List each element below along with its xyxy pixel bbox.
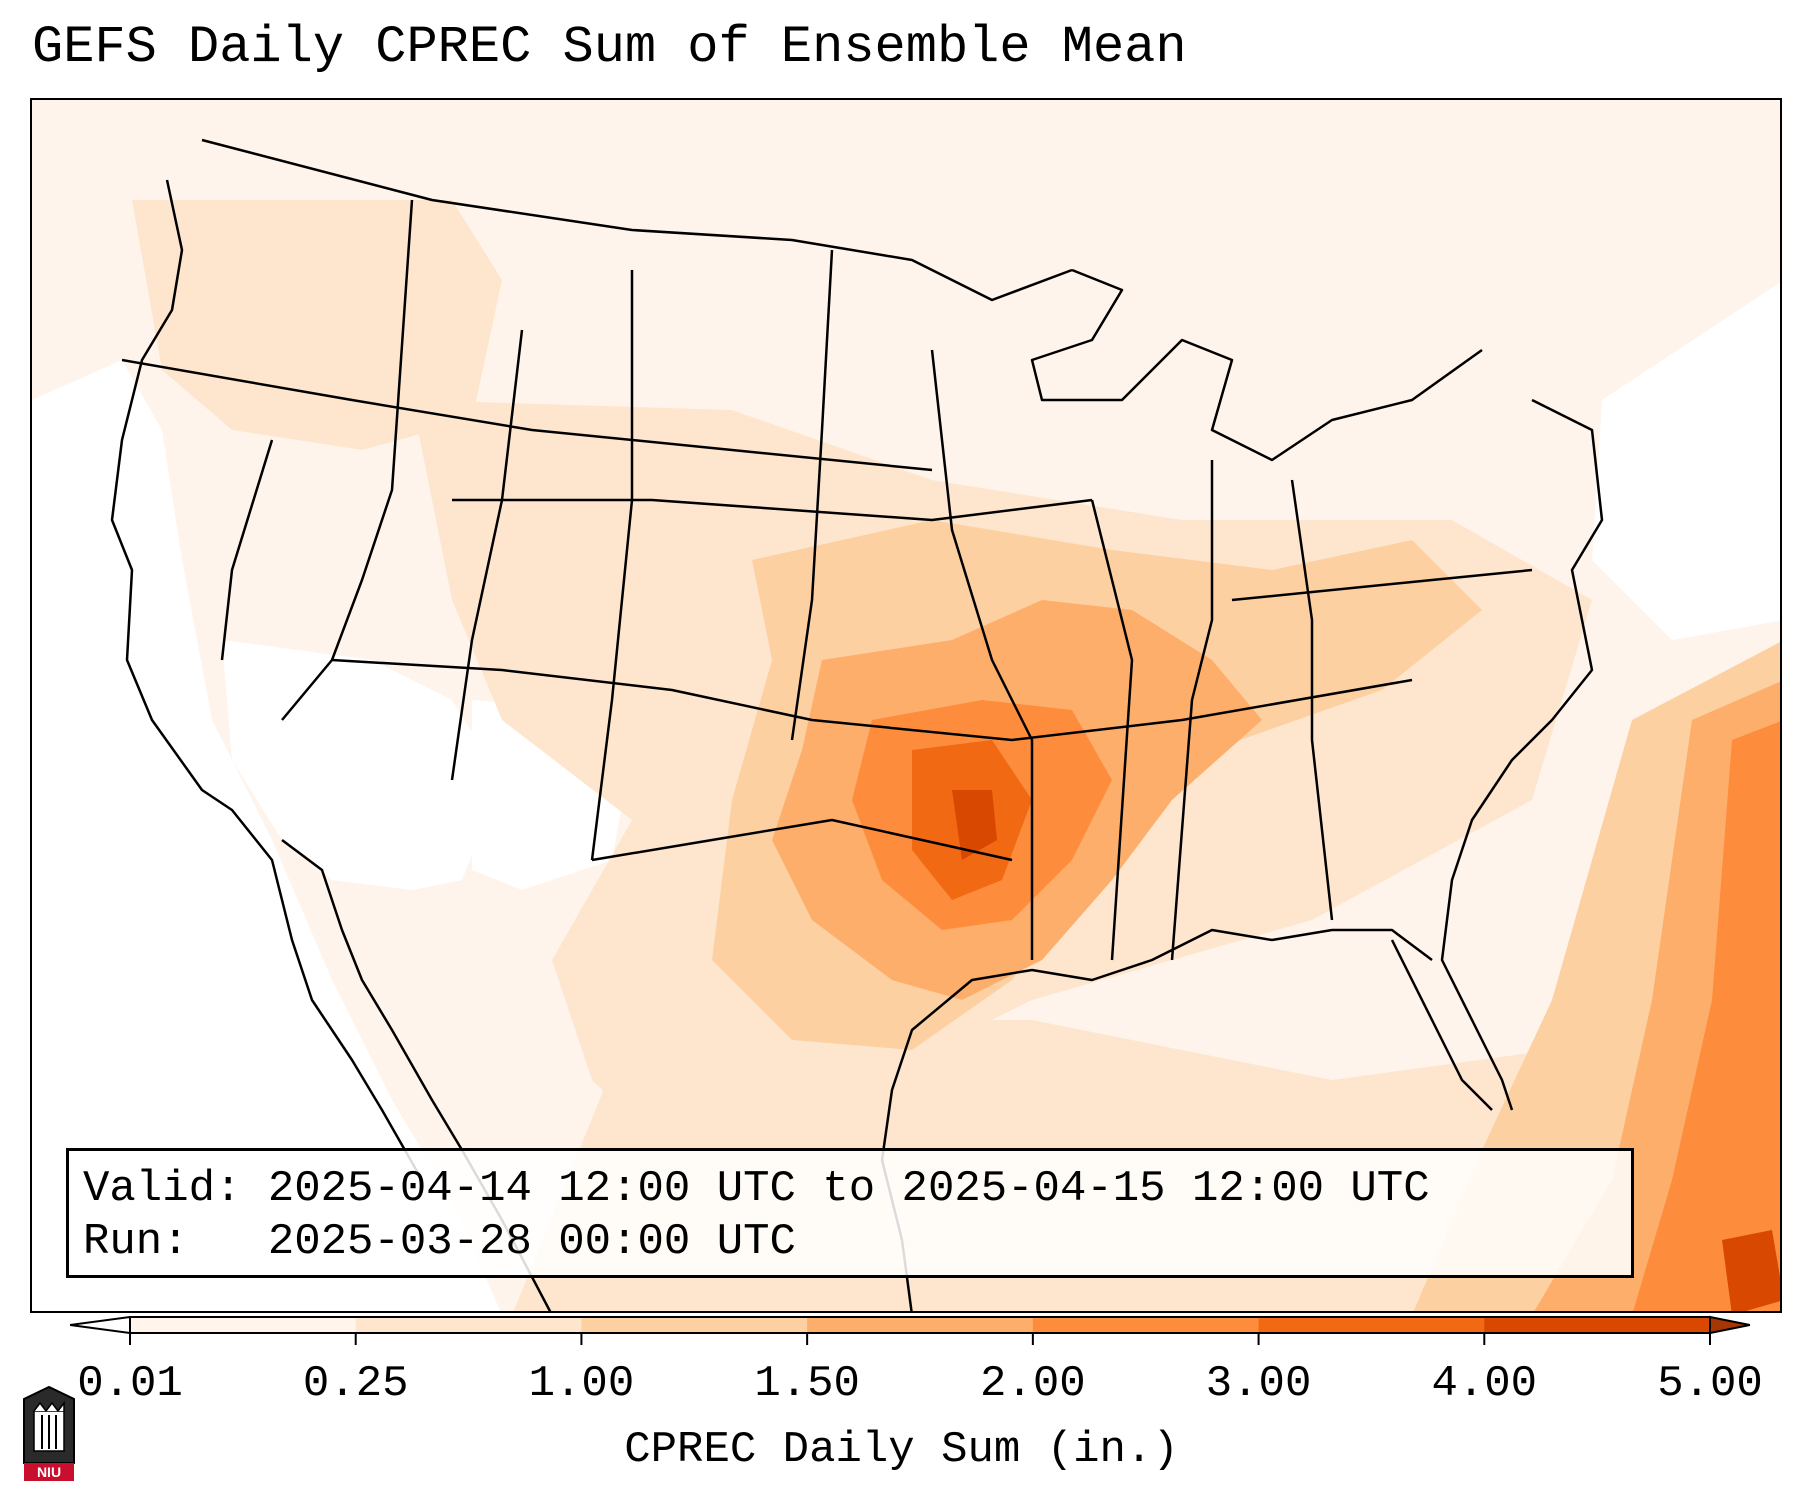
colorbar-outline	[129, 1316, 1711, 1334]
canada-us-border	[201, 138, 1073, 302]
state-line-7	[930, 349, 1034, 960]
colorbar-under-triangle	[70, 1315, 131, 1335]
florida-coast	[1390, 939, 1493, 1111]
map-title: GEFS Daily CPREC Sum of Ensemble Mean	[32, 18, 1187, 77]
colorbar-bin	[355, 1317, 582, 1333]
colorbar-bin	[807, 1317, 1034, 1333]
state-line-11	[1090, 499, 1134, 961]
colorbar-bin	[1484, 1317, 1711, 1333]
colorbar-bin	[1032, 1317, 1260, 1333]
east-coastline	[1440, 398, 1604, 1111]
precip-dark-atlantic	[1633, 721, 1780, 1311]
valid-time-text: Valid: 2025-04-14 12:00 UTC to 2025-04-1…	[83, 1164, 1430, 1214]
colorbar-bin	[1258, 1317, 1485, 1333]
state-line-6	[790, 249, 834, 741]
state-line-14	[1231, 568, 1533, 602]
colorbar-tick-label: 0.01	[77, 1359, 183, 1409]
state-line-5	[590, 270, 634, 861]
no-precip-southwest	[222, 640, 502, 890]
precipitation-map[interactable]	[30, 98, 1782, 1313]
colorbar-tick-label: 5.00	[1657, 1359, 1763, 1409]
precip-darkest-caribbean	[1722, 1230, 1780, 1311]
colorbar-bin	[581, 1317, 808, 1333]
state-line-1	[281, 199, 414, 721]
colorbar-tick-label: 0.25	[302, 1359, 409, 1409]
valid-run-info-box: Valid: 2025-04-14 12:00 UTC to 2025-04-1…	[66, 1148, 1634, 1278]
state-line-9	[452, 498, 1093, 522]
colorbar-tick-label: 2.00	[980, 1359, 1086, 1409]
colorbar	[70, 1315, 1750, 1345]
map-canvas	[32, 138, 1780, 1311]
no-precip-atlantic	[1592, 282, 1780, 640]
colorbar-tick-label: 1.50	[754, 1359, 860, 1409]
state-line-3	[220, 439, 274, 661]
run-time-text: Run: 2025-03-28 00:00 UTC	[83, 1217, 796, 1267]
state-line-13	[1290, 479, 1334, 921]
colorbar-over-triangle	[1709, 1315, 1750, 1335]
precip-light-northwest	[132, 200, 502, 450]
colorbar-title: CPREC Daily Sum (in.)	[624, 1425, 1179, 1475]
state-line-4	[450, 329, 524, 781]
state-line-12	[1170, 460, 1214, 961]
state-line-2	[121, 358, 933, 472]
baja-coast	[281, 839, 464, 1151]
no-precip-pacific	[32, 360, 501, 1311]
niu-logo: NIU	[20, 1385, 78, 1481]
boundaries	[110, 138, 1604, 1311]
colorbar-tick-label: 1.00	[528, 1359, 635, 1409]
precip-darkest-core	[952, 790, 997, 860]
colorbar-tick-label: 3.00	[1205, 1359, 1312, 1409]
colorbar-tick-label: 4.00	[1431, 1359, 1538, 1409]
colorbar-bin	[130, 1317, 357, 1333]
state-line-8	[331, 658, 1413, 742]
svg-text:NIU: NIU	[37, 1464, 61, 1480]
state-line-10	[591, 818, 1013, 862]
west-coastline	[110, 179, 424, 1181]
great-lakes	[1030, 268, 1483, 462]
